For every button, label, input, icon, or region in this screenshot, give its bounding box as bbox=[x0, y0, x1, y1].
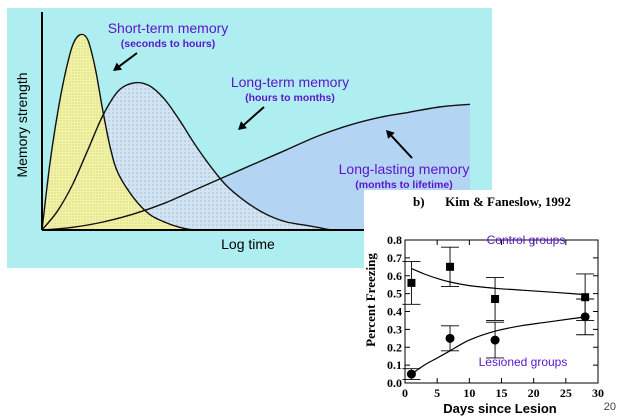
marker-0-0 bbox=[407, 278, 416, 287]
series-label-1: Long-term memory bbox=[231, 74, 349, 90]
y-tick-label-0: 0.0 bbox=[387, 376, 402, 390]
y-tick-label-4: 0.4 bbox=[387, 305, 402, 319]
y-tick-label-2: 0.2 bbox=[387, 340, 402, 354]
x-axis-label: Days since Lesion bbox=[443, 401, 556, 416]
fit-line-0 bbox=[411, 268, 586, 296]
marker-0-1 bbox=[446, 262, 455, 271]
marker-1-2 bbox=[490, 335, 500, 345]
arrow-head-0 bbox=[113, 62, 123, 71]
panel-label: b) bbox=[413, 194, 425, 209]
marker-1-1 bbox=[445, 333, 455, 343]
arrow-shaft-1 bbox=[243, 106, 265, 126]
fit-line-1 bbox=[411, 316, 586, 375]
y-tick-label-8: 0.8 bbox=[387, 233, 402, 247]
series-curve-2 bbox=[41, 103, 471, 231]
y-tick-label-3: 0.3 bbox=[387, 322, 402, 336]
series-curve-0 bbox=[41, 33, 211, 231]
marker-1-0 bbox=[406, 369, 416, 379]
series-name-1: Lesioned groups bbox=[479, 355, 568, 369]
y-axis-label: Percent Freezing bbox=[363, 253, 378, 347]
y-tick-label-1: 0.1 bbox=[387, 358, 402, 372]
y-tick-label-6: 0.6 bbox=[387, 269, 402, 283]
arrow-shaft-2 bbox=[390, 135, 413, 159]
marker-0-2 bbox=[491, 294, 500, 303]
y-tick-label-7: 0.7 bbox=[387, 251, 402, 265]
x-tick-label-4: 20 bbox=[528, 386, 540, 400]
series-label-0: Short-term memory bbox=[108, 20, 229, 36]
marker-0-3 bbox=[581, 293, 590, 302]
arrow-head-1 bbox=[238, 121, 247, 130]
x-tick-label-1: 5 bbox=[434, 386, 440, 400]
series-label-2: Long-lasting memory bbox=[339, 161, 470, 177]
y-axis-label: Memory strength bbox=[14, 72, 30, 177]
arrow-shaft-0 bbox=[118, 52, 138, 67]
marker-1-3 bbox=[580, 312, 590, 322]
y-tick-label-5: 0.5 bbox=[387, 287, 402, 301]
series-sublabel-1: (hours to months) bbox=[245, 92, 335, 104]
series-area-2 bbox=[42, 104, 470, 230]
x-axis-label: Log time bbox=[221, 236, 275, 252]
series-area-0 bbox=[42, 34, 211, 231]
chart-title: Kim & Faneslow, 1992 bbox=[445, 194, 571, 209]
series-sublabel-0: (seconds to hours) bbox=[121, 38, 216, 50]
slide-number: 20 bbox=[603, 401, 616, 413]
x-tick-label-5: 25 bbox=[560, 386, 572, 400]
series-sublabel-2: (months to lifetime) bbox=[355, 179, 452, 191]
x-tick-label-0: 0 bbox=[402, 386, 408, 400]
series-curve-1 bbox=[41, 81, 348, 231]
x-tick-label-3: 15 bbox=[496, 386, 508, 400]
x-tick-label-6: 30 bbox=[592, 386, 604, 400]
arrow-head-2 bbox=[386, 130, 395, 139]
x-tick-label-2: 10 bbox=[463, 386, 475, 400]
series-name-0: Control groups bbox=[487, 233, 566, 247]
